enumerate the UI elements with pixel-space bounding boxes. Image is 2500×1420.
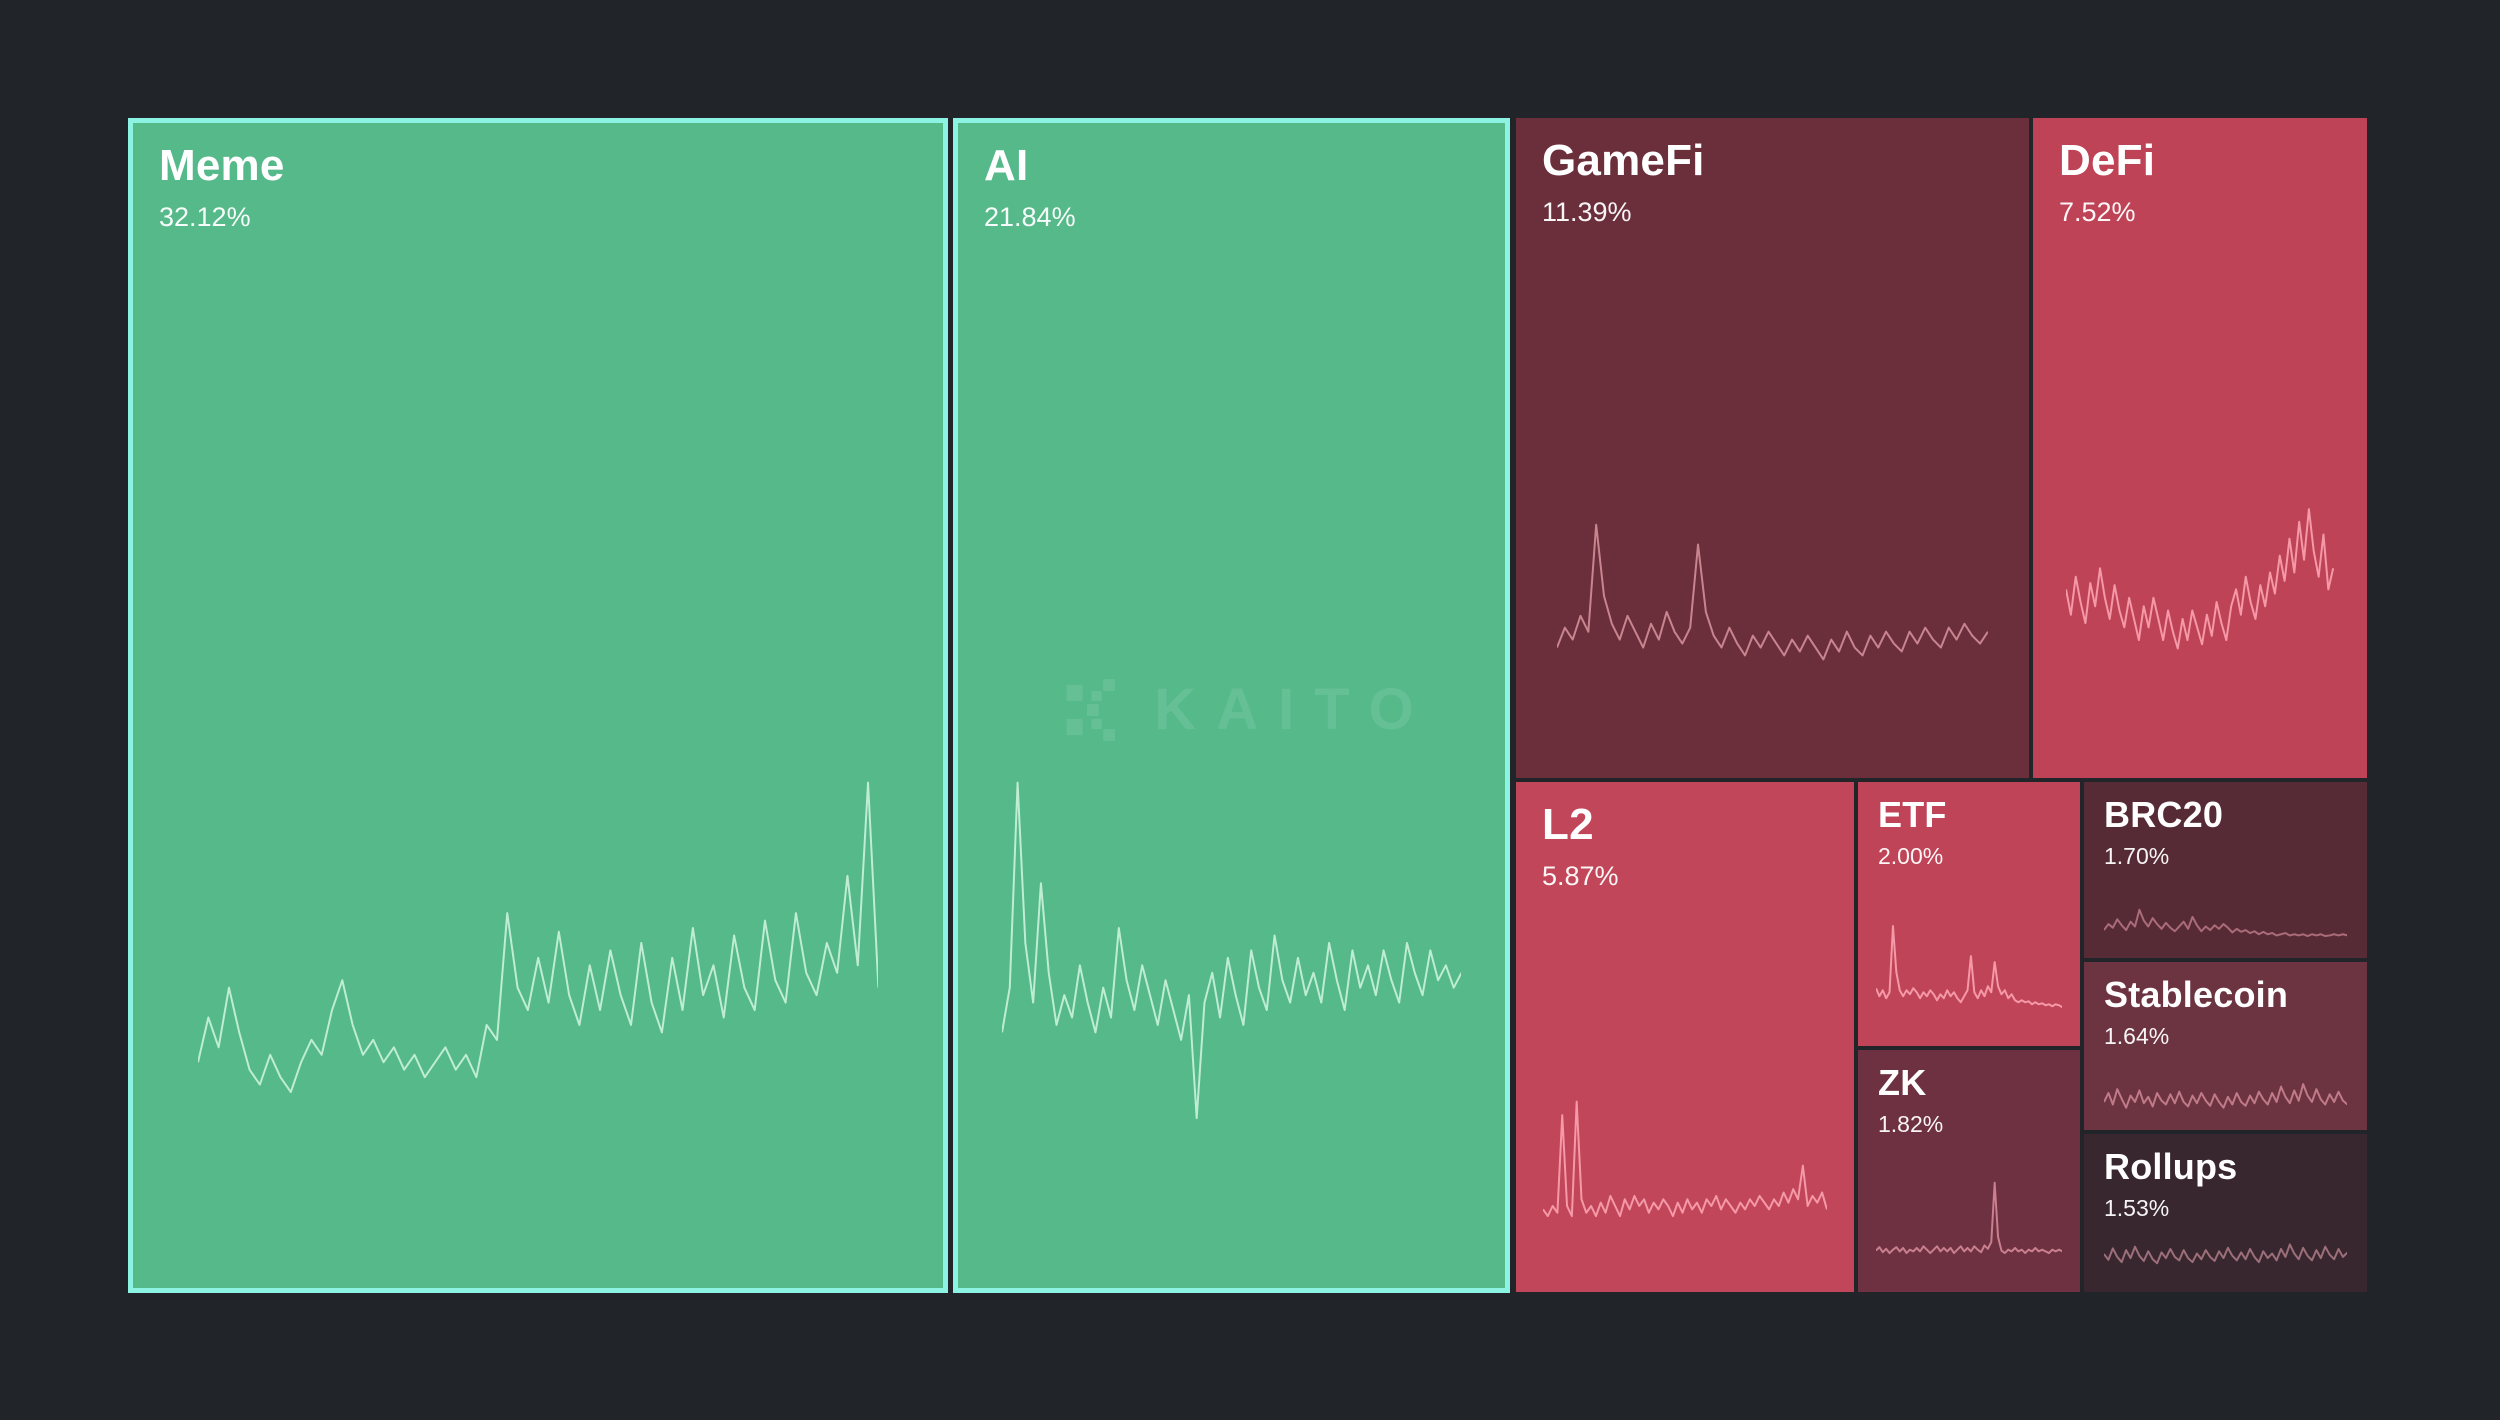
tile-title: L2 [1542, 800, 1594, 849]
sparkline [2066, 488, 2333, 699]
treemap-tile-zk[interactable]: ZK 1.82% [1858, 1050, 2080, 1292]
treemap-tile-stablecoin[interactable]: Stablecoin 1.64% [2084, 962, 2367, 1130]
sparkline [1876, 1176, 2062, 1261]
tile-title: BRC20 [2104, 794, 2224, 835]
tile-title: Stablecoin [2104, 974, 2289, 1015]
tile-share: 1.64% [2104, 1023, 2170, 1050]
treemap-tile-rollups[interactable]: Rollups 1.53% [2084, 1134, 2367, 1292]
tile-share: 11.39% [1542, 196, 1632, 227]
tile-title: Meme [159, 141, 285, 190]
tile-share: 2.00% [1878, 843, 1944, 870]
treemap-tile-etf[interactable]: ETF 2.00% [1858, 782, 2080, 1046]
tile-title: AI [984, 141, 1029, 190]
treemap-tile-meme[interactable]: Meme 32.12% [128, 118, 948, 1293]
treemap-tile-l2[interactable]: L2 5.87% [1516, 782, 1854, 1292]
tile-share: 1.53% [2104, 1195, 2170, 1222]
sparkline [1876, 914, 2062, 1014]
tile-share: 1.70% [2104, 843, 2170, 870]
sparkline [1557, 501, 1988, 699]
tile-title: Rollups [2104, 1146, 2238, 1187]
tile-title: GameFi [1542, 136, 1705, 185]
treemap-tile-gamefi[interactable]: GameFi 11.39% [1516, 118, 2029, 778]
treemap-tile-defi[interactable]: DeFi 7.52% [2033, 118, 2367, 778]
tile-share: 21.84% [984, 201, 1076, 232]
sparkline [1543, 1068, 1827, 1236]
sparkline [2104, 1056, 2347, 1120]
tile-share: 32.12% [159, 201, 251, 232]
tile-title: DeFi [2059, 136, 2156, 185]
sparkline [2104, 881, 2347, 941]
sparkline [2104, 1216, 2347, 1273]
sparkline [1002, 764, 1461, 1137]
tile-share: 7.52% [2059, 196, 2136, 227]
treemap-tile-ai[interactable]: AI 21.84% [953, 118, 1510, 1293]
tile-title: ETF [1878, 794, 1947, 835]
tile-title: ZK [1878, 1062, 1927, 1103]
treemap-tile-brc20[interactable]: BRC20 1.70% [2084, 782, 2367, 958]
tile-share: 5.87% [1542, 860, 1619, 891]
treemap: Meme 32.12% AI 21.84% GameFi 11.39% DeFi… [128, 118, 2368, 1293]
tile-share: 1.82% [1878, 1111, 1944, 1138]
sparkline [198, 764, 878, 1137]
